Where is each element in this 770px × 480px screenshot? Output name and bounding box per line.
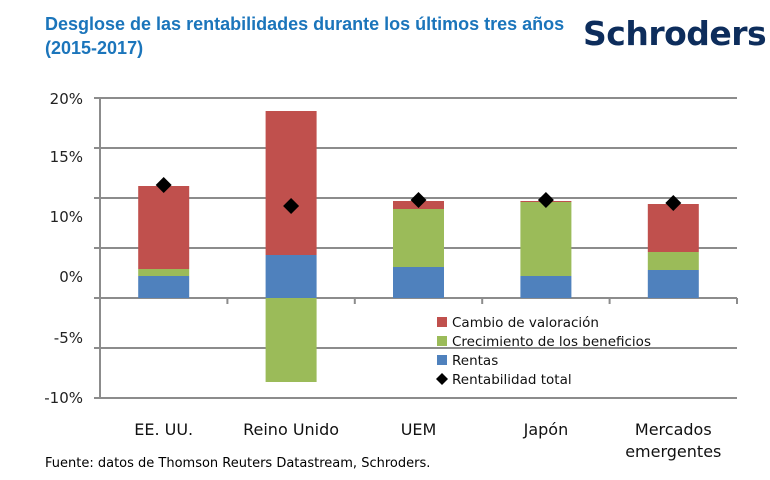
bar-rentas: [393, 267, 444, 298]
total-return-marker: [665, 195, 682, 211]
legend-marker-diamond: [436, 373, 448, 385]
x-category-label: Reino Unido: [243, 420, 339, 439]
total-return-marker: [155, 177, 172, 193]
bar-cambio-de-valoración: [647, 204, 699, 252]
total-return-marker: [410, 192, 427, 208]
schroders-logo: Schroders: [583, 14, 767, 53]
bar-cambio-de-valoración: [138, 186, 190, 269]
legend-label: Rentas: [452, 353, 498, 369]
bar-rentas: [520, 276, 572, 298]
legend-label: Rentabilidad total: [452, 372, 572, 388]
source-note: Fuente: datos de Thomson Reuters Datastr…: [45, 456, 431, 471]
bar-crecimiento-de-los-beneficios: [265, 298, 317, 382]
total-return-marker: [537, 192, 554, 208]
y-tick-label: 10%: [50, 208, 83, 226]
bar-crecimiento-de-los-beneficios: [393, 209, 444, 267]
legend-label: Cambio de valoración: [452, 315, 599, 331]
legend-swatch: [437, 336, 447, 346]
y-tick-label: -10%: [44, 389, 83, 407]
bar-cambio-de-valoración: [265, 111, 317, 255]
x-category-label: EE. UU.: [134, 420, 193, 439]
y-tick-label: 20%: [50, 90, 83, 108]
x-category-label: UEM: [401, 420, 437, 439]
chart-title: Desglose de las rentabilidades durante l…: [45, 14, 565, 58]
y-tick-label: 0%: [59, 268, 83, 286]
y-tick-label: 15%: [50, 148, 83, 166]
bar-crecimiento-de-los-beneficios: [138, 269, 190, 276]
legend-swatch: [437, 317, 447, 327]
total-return-marker: [283, 198, 300, 214]
x-category-label: Japón: [523, 420, 569, 439]
bar-rentas: [265, 255, 317, 298]
bar-crecimiento-de-los-beneficios: [520, 202, 572, 276]
bar-rentas: [138, 276, 190, 298]
x-category-label: Mercados emergentes: [625, 420, 721, 461]
bar-crecimiento-de-los-beneficios: [647, 252, 699, 270]
legend-label: Crecimiento de los beneficios: [452, 334, 651, 350]
y-tick-label: -5%: [54, 329, 83, 347]
bar-rentas: [647, 270, 699, 298]
legend-swatch: [437, 355, 447, 365]
